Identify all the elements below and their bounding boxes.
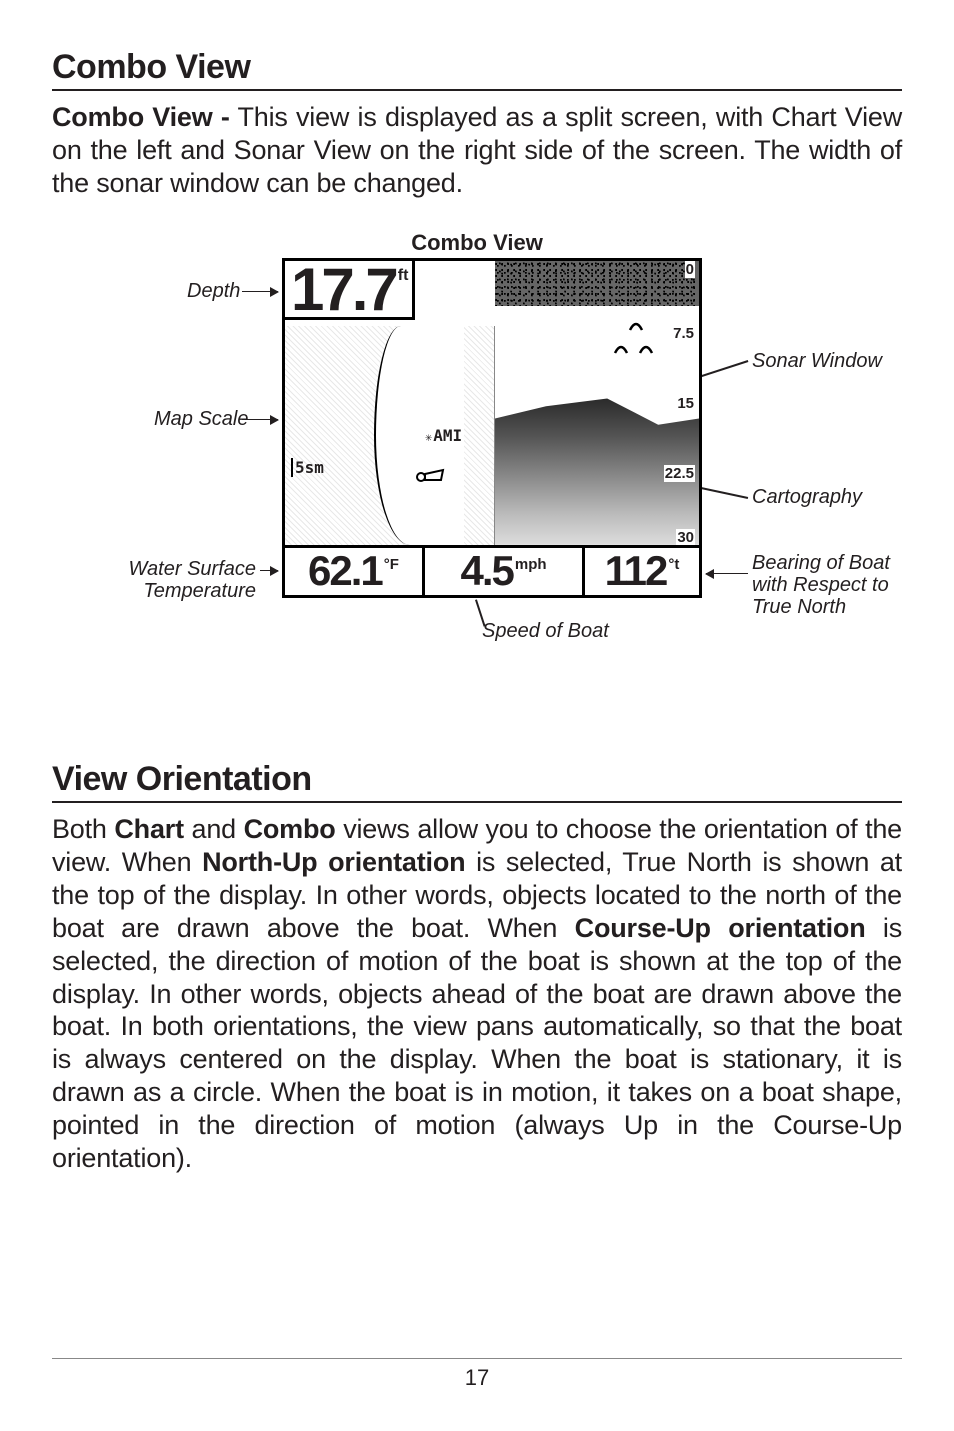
callout-map-scale: Map Scale (154, 408, 249, 430)
fish-arch-icon (628, 316, 644, 337)
bearing-readout: 112°t (585, 548, 699, 595)
callout-water-temp: Water Surface Temperature (126, 558, 256, 602)
page-footer: 17 (52, 1358, 902, 1391)
chart-pane: AMI 5sm (285, 326, 495, 545)
arrow-water-temp (260, 570, 278, 572)
section-heading: View Orientation (52, 760, 902, 799)
arrow-bearing (706, 573, 748, 575)
boat-icon (415, 466, 445, 488)
callout-cartography: Cartography (752, 486, 862, 508)
figure-title: Combo View (411, 230, 543, 256)
heading-rule (52, 801, 902, 803)
fish-arch-icon (638, 339, 654, 360)
callout-speed: Speed of Boat (482, 620, 609, 642)
map-scale-text: 5sm (291, 458, 324, 477)
sonar-pane: 0 7.5 15 22.5 30 (495, 261, 699, 545)
depth-ruler-0: 0 (685, 261, 695, 278)
sonar-surface-noise (495, 261, 699, 306)
heading-rule (52, 89, 902, 91)
device-screenshot: AMI 5sm 0 7.5 15 22.5 30 (282, 258, 702, 598)
city-label: AMI (425, 426, 462, 445)
fish-arch-icon (613, 339, 629, 360)
section-heading: Combo View (52, 48, 902, 87)
page-number: 17 (52, 1365, 902, 1391)
arrow-speed (475, 599, 485, 626)
arrow-map-scale (242, 419, 278, 421)
depth-ruler-2: 15 (676, 395, 695, 412)
section1-paragraph: Combo View - This view is displayed as a… (52, 101, 902, 200)
callout-depth: Depth (187, 280, 240, 302)
depth-ruler-4: 30 (676, 529, 695, 546)
depth-readout: 17.7ft (285, 261, 415, 320)
callout-bearing: Bearing of Boat with Respect to True Nor… (752, 552, 890, 618)
callout-sonar-window: Sonar Window (752, 350, 882, 372)
combo-view-figure: Combo View Depth Map Scale Water Surface… (52, 230, 902, 720)
depth-ruler-3: 22.5 (664, 465, 695, 482)
speed-readout: 4.5mph (425, 548, 585, 595)
arrow-depth (242, 291, 278, 293)
depth-ruler-1: 7.5 (672, 325, 695, 342)
bottom-readout-bar: 62.1°F 4.5mph 112°t (285, 545, 699, 595)
footer-rule (52, 1358, 902, 1359)
section2-paragraph: Both Chart and Combo views allow you to … (52, 813, 902, 1175)
temperature-readout: 62.1°F (285, 548, 425, 595)
